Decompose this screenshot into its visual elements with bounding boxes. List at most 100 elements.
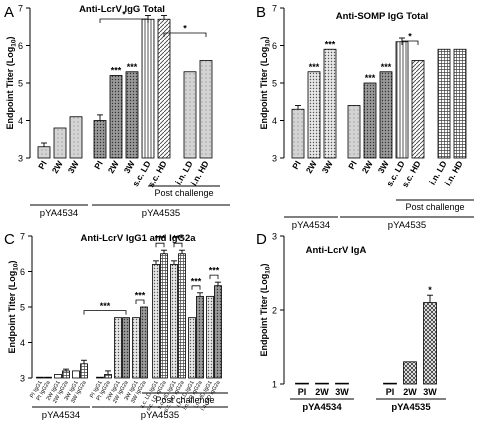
group-label: pYA4535 xyxy=(142,208,180,219)
bar xyxy=(178,253,186,379)
panel-c: C Anti-LcrV IgG1 and IgG2a 3 4 5 6 7 Endpoint T… xyxy=(4,231,228,421)
x-tick-label: PI xyxy=(290,159,303,171)
bar xyxy=(96,376,104,379)
bar xyxy=(132,317,140,379)
x-tick-label: 3W xyxy=(122,158,138,175)
bar xyxy=(206,295,214,379)
significance-label: *** xyxy=(173,234,184,244)
bar xyxy=(152,263,160,379)
bar xyxy=(104,374,112,379)
bar xyxy=(69,116,83,159)
x-tick-label: 3W xyxy=(423,387,437,397)
bar xyxy=(383,382,397,385)
y-tick-label: 7 xyxy=(18,4,23,14)
bar xyxy=(80,363,88,379)
bar xyxy=(72,370,80,379)
panel-a: A Anti-LcrV IgG Total 3 4 5 6 7 Endpoint Titer … xyxy=(4,4,230,219)
bar xyxy=(141,18,155,159)
significance-bracket xyxy=(163,32,207,37)
bar xyxy=(411,60,425,159)
significance-bracket xyxy=(83,310,127,315)
significance-label: * xyxy=(122,10,126,20)
y-tick-label: 3 xyxy=(20,374,25,384)
significance-bracket xyxy=(173,242,183,248)
group-label: pYA4535 xyxy=(388,220,426,231)
y-axis-label: Endpoint Titer (Log10) xyxy=(5,36,18,129)
x-tick-label: 2W xyxy=(106,158,122,175)
chart-title: Anti-LcrV IgG1 and IgG2a xyxy=(80,233,196,244)
x-tick-label: 2W xyxy=(403,387,417,397)
significance-label: *** xyxy=(155,234,166,244)
bar xyxy=(437,48,451,159)
bar xyxy=(160,253,168,379)
chart-title: Anti-LcrV IgA xyxy=(306,245,367,256)
panel-b: B Anti-SOMP IgG Total 3 4 5 6 7 Endpoint Titer … xyxy=(256,4,474,231)
significance-bracket xyxy=(401,40,419,45)
bar xyxy=(140,306,148,379)
x-tick-label: 3W xyxy=(376,158,392,175)
bar xyxy=(291,108,305,159)
y-axis-label: Endpoint Titer (Log10) xyxy=(259,36,272,129)
chart-title: Anti-LcrV IgG Total xyxy=(79,4,165,15)
y-axis-label: Endpoint Titer (Log10) xyxy=(7,260,20,353)
bar xyxy=(93,120,107,159)
y-tick-label: 7 xyxy=(272,4,277,14)
y-tick-label: 6 xyxy=(272,41,277,51)
x-tick-label: 2W xyxy=(315,387,329,397)
panel-letter: C xyxy=(4,231,15,248)
panel-d: D Anti-LcrV IgA 1 2 3 Endpoint Titer (Log10) P… xyxy=(256,231,446,413)
bar xyxy=(54,374,62,379)
bar xyxy=(114,317,122,379)
y-tick-label: 2 xyxy=(272,306,277,316)
bar xyxy=(37,146,51,159)
bar xyxy=(307,71,321,159)
bar xyxy=(403,361,417,385)
y-axis-label: Endpoint Titer (Log10) xyxy=(259,263,272,356)
bar xyxy=(315,382,329,385)
group-label: pYA4535 xyxy=(141,410,179,421)
x-tick-label: 2W xyxy=(304,158,320,175)
bar xyxy=(53,127,67,159)
post-challenge-label: Post challenge xyxy=(155,395,214,405)
group-label: pYA4534 xyxy=(292,220,330,231)
bar xyxy=(199,60,213,159)
bar xyxy=(196,295,204,379)
chart-title: Anti-SOMP IgG Total xyxy=(336,11,429,22)
bar xyxy=(44,376,52,379)
y-tick-label: 7 xyxy=(20,232,25,242)
x-tick-label: 3W xyxy=(66,158,82,175)
bar xyxy=(363,82,377,159)
bar xyxy=(395,41,409,159)
panel-letter: B xyxy=(256,4,266,21)
significance-bracket xyxy=(155,242,165,248)
significance-label: *** xyxy=(381,62,392,72)
bar xyxy=(109,75,123,159)
y-tick-label: 5 xyxy=(272,79,277,89)
y-tick-label: 5 xyxy=(20,303,25,313)
y-tick-label: 4 xyxy=(18,116,23,126)
y-tick-label: 6 xyxy=(20,267,25,277)
y-tick-label: 4 xyxy=(20,338,25,348)
x-tick-label: PI xyxy=(386,387,395,397)
bar xyxy=(295,382,309,385)
significance-label: * xyxy=(408,32,412,42)
x-tick-label: PI xyxy=(92,159,105,171)
significance-label: *** xyxy=(309,62,320,72)
y-tick-label: 4 xyxy=(272,116,277,126)
significance-label: *** xyxy=(135,291,146,301)
bar xyxy=(125,71,139,159)
group-label: pYA4535 xyxy=(391,402,431,413)
significance-label: * xyxy=(428,285,432,295)
bar xyxy=(157,18,171,159)
bar xyxy=(423,302,437,385)
panel-letter: A xyxy=(4,4,14,21)
significance-label: *** xyxy=(325,39,336,49)
post-challenge-label: Post challenge xyxy=(154,188,213,198)
significance-label: *** xyxy=(127,62,138,72)
y-tick-label: 6 xyxy=(18,41,23,51)
x-tick-label: 2W xyxy=(360,158,376,175)
significance-label: *** xyxy=(365,73,376,83)
significance-label: *** xyxy=(191,276,202,286)
significance-bracket xyxy=(135,299,145,304)
bar xyxy=(335,382,349,385)
